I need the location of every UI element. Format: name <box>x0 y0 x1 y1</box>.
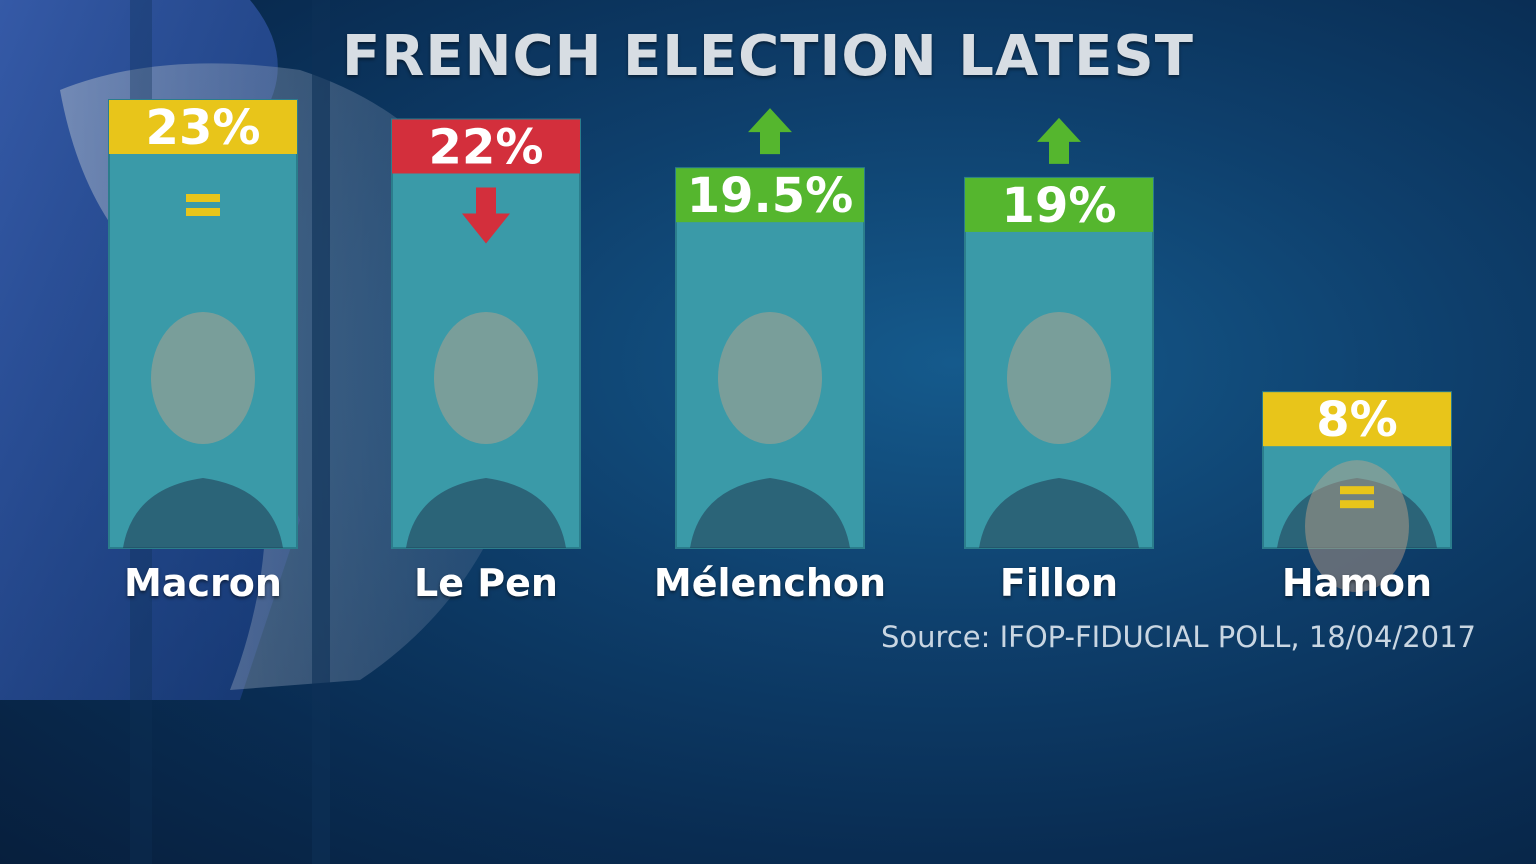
up-arrow-icon <box>1037 117 1081 164</box>
candidate-3-head <box>1007 312 1111 444</box>
candidate-2-head <box>718 312 822 444</box>
up-arrow-icon <box>748 108 792 155</box>
candidate-2-shoulders <box>690 478 850 548</box>
bar-value-band <box>1263 392 1451 447</box>
bar-value-band <box>676 168 864 223</box>
category-label: Mélenchon <box>654 561 886 605</box>
bar-value-band <box>109 100 297 154</box>
category-label: Macron <box>124 561 282 605</box>
candidate-4-shoulders <box>1277 478 1437 548</box>
category-label: Fillon <box>1000 561 1118 605</box>
category-label: Hamon <box>1282 561 1432 605</box>
bar-value-label: 22% <box>429 119 544 175</box>
equals-icon <box>1340 486 1374 509</box>
candidate-3-shoulders <box>979 478 1139 548</box>
bar-value-label: 19% <box>1002 178 1117 234</box>
down-arrow-icon <box>462 187 510 244</box>
category-label: Le Pen <box>414 561 558 605</box>
bar-value-band <box>392 119 580 174</box>
bar-value-label: 23% <box>146 100 261 156</box>
candidate-4-head <box>1305 460 1409 593</box>
source-note: Source: IFOP-FIDUCIAL POLL, 18/04/2017 <box>881 620 1476 654</box>
candidate-0-shoulders <box>123 478 283 548</box>
candidate-1-head <box>434 312 538 444</box>
candidate-1-shoulders <box>406 478 566 548</box>
bar-value-band <box>965 177 1153 232</box>
bar-value-label: 8% <box>1316 392 1398 448</box>
chart-title: FRENCH ELECTION LATEST <box>342 24 1194 89</box>
candidate-0-head <box>151 312 255 444</box>
equals-icon <box>186 194 220 216</box>
bar-value-label: 19.5% <box>687 168 854 224</box>
